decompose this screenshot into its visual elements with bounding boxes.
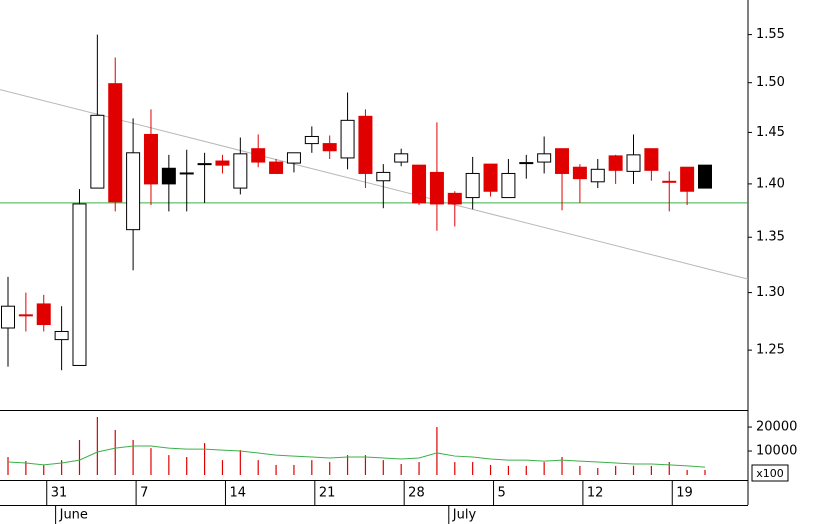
candle-body [90,114,105,189]
x-tick-label: 7 [140,486,148,501]
candle-body [394,153,409,163]
volume-tick-label: 10000 [756,444,797,459]
volume-unit: x100 [756,467,784,480]
candle-body [555,148,570,174]
candle-body [644,148,659,171]
candle-body [412,164,427,204]
candle-body [340,119,355,159]
volume-tick-label: 20000 [756,420,797,435]
candle-body [698,164,712,189]
volume-average [7,445,706,468]
candle-body [304,135,319,145]
candle-body [108,83,123,203]
candle-body [358,115,373,174]
candle-body [269,161,284,174]
x-tick-label: 21 [319,486,336,501]
month-label: July [452,508,477,523]
x-tick-label: 28 [408,486,425,501]
x-tick-label: 31 [51,486,68,501]
candle-body [501,172,516,199]
y-tick-label: 1.25 [756,343,785,358]
candle-body [590,168,605,183]
candle-body [72,203,87,366]
candle-body [286,152,301,164]
candle-body [215,160,230,166]
candle-body [429,171,444,205]
candle-body [322,143,337,152]
trend-line [0,89,749,280]
candle-body [537,153,552,163]
candle-body [465,172,480,199]
x-tick-label: 12 [587,486,604,501]
candle-body [54,330,69,341]
y-tick-label: 1.45 [756,125,785,140]
candle-body [36,303,51,326]
x-tick-label: 5 [498,486,506,501]
candle-body [126,152,141,231]
x-tick-label: 14 [229,486,246,501]
candle-body [161,167,176,185]
y-tick-label: 1.30 [756,285,785,300]
y-tick-label: 1.40 [756,176,785,191]
candle-body [608,155,623,171]
candle-body [143,133,158,185]
y-tick-label: 1.55 [756,27,785,42]
candle-body [447,192,462,205]
unit-box [751,464,789,482]
candle-body [483,163,498,192]
candle-body [251,148,266,163]
candle-body [1,305,15,329]
candle-body [572,166,587,180]
candle-body [233,153,248,189]
candle-body [680,166,695,192]
candle-body [376,171,391,182]
month-label: June [59,508,88,523]
y-tick-label: 1.50 [756,75,785,90]
candle-body [626,154,641,172]
y-tick-label: 1.35 [756,230,785,245]
x-tick-label: 19 [676,486,693,501]
